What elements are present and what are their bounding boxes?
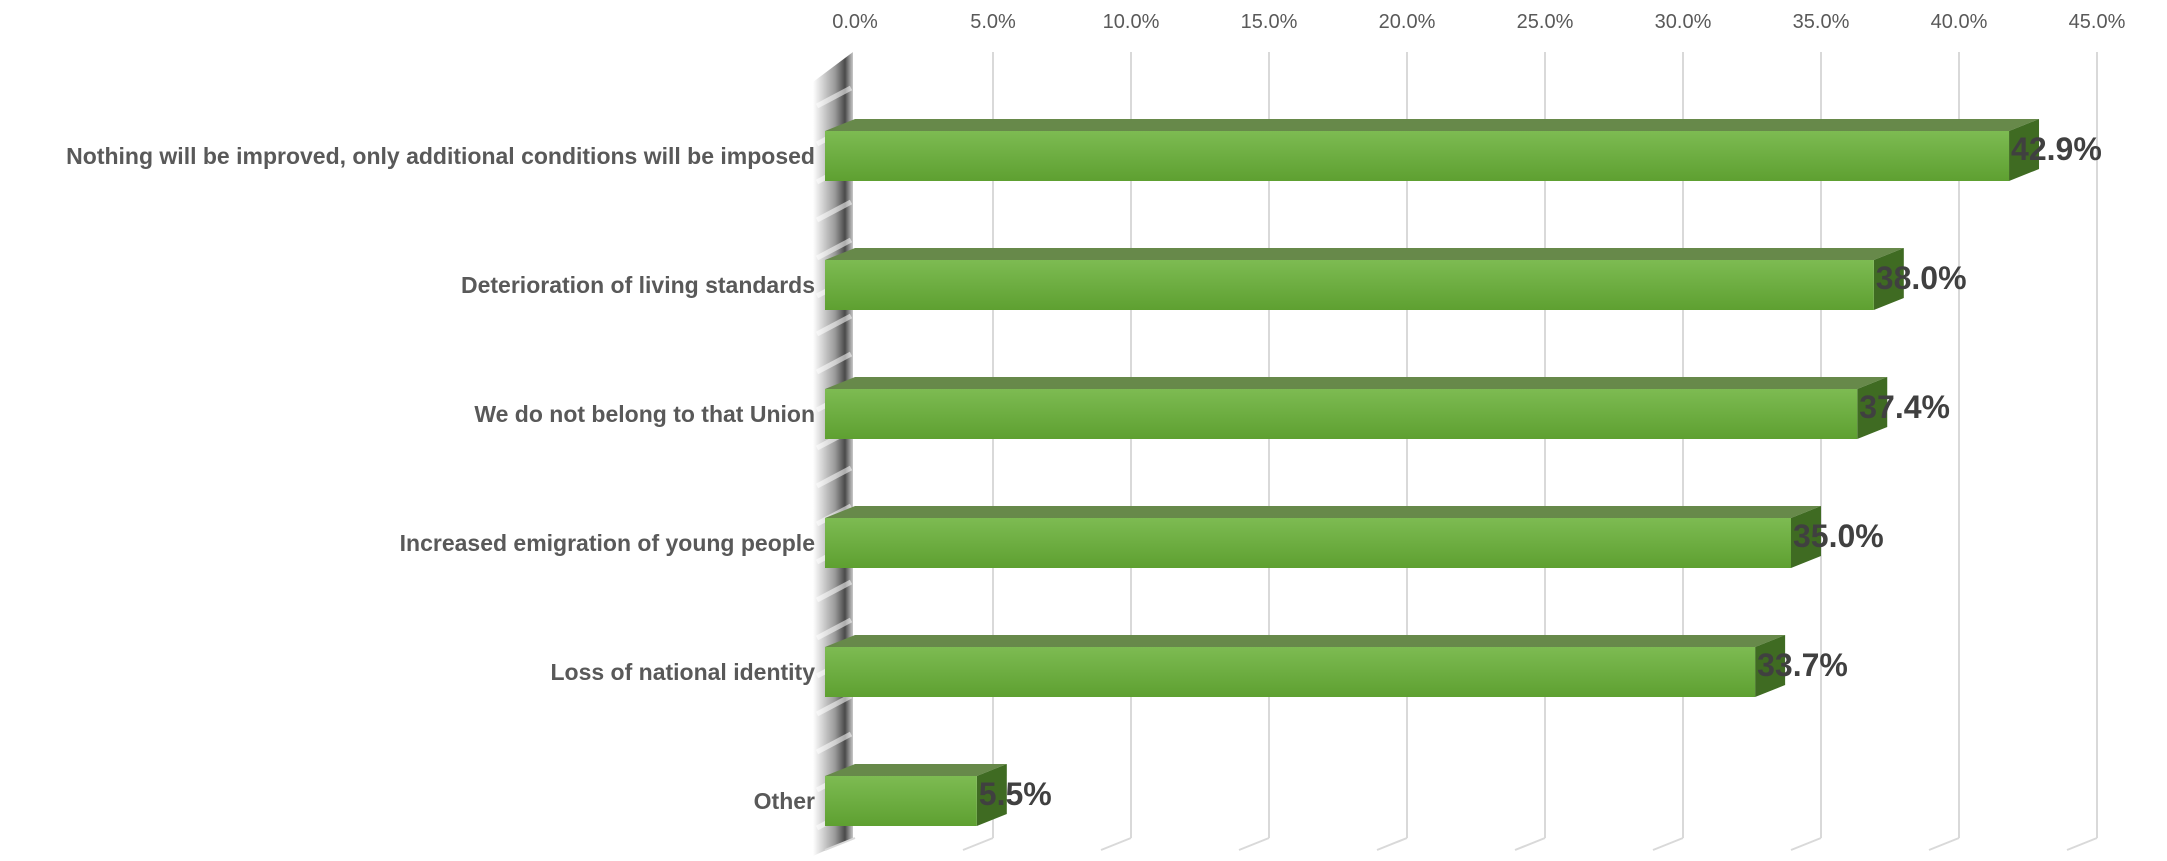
axis-wall-stripe bbox=[815, 85, 853, 109]
bar-end-face bbox=[1755, 635, 1786, 697]
gridline-floor bbox=[962, 837, 994, 851]
category-labels: Nothing will be improved, only additiona… bbox=[66, 143, 815, 814]
bar-top-face bbox=[825, 377, 1888, 389]
x-tick-label: 30.0% bbox=[1655, 11, 1712, 33]
axis-wall-stripe bbox=[815, 199, 853, 223]
bar-end-face bbox=[976, 764, 1007, 826]
x-axis-tick-labels: 0.0% 5.0% 10.0% 15.0% 20.0% 25.0% 30.0% 35.0% 40… bbox=[832, 11, 2125, 33]
category-label: Increased emigration of young people bbox=[400, 530, 815, 556]
gridline-floor bbox=[1100, 837, 1132, 851]
gridline-floor bbox=[1514, 837, 1546, 851]
category-label: Nothing will be improved, only additiona… bbox=[66, 143, 815, 169]
axis-wall-stripe bbox=[815, 579, 853, 603]
value-label: 42.9% bbox=[2011, 131, 2102, 167]
bar-top-face bbox=[825, 506, 1821, 518]
x-tick-label: 0.0% bbox=[832, 11, 878, 33]
bar bbox=[825, 260, 1874, 310]
axis-wall-stripe bbox=[815, 351, 853, 375]
gridline-floor bbox=[1652, 837, 1684, 851]
value-label: 37.4% bbox=[1859, 389, 1950, 425]
category-label: Other bbox=[754, 788, 815, 814]
bar-end-face bbox=[1873, 248, 1904, 310]
bars bbox=[825, 119, 2040, 826]
value-label: 35.0% bbox=[1793, 518, 1884, 554]
bar bbox=[825, 389, 1858, 439]
axis-wall-stripe bbox=[815, 237, 853, 261]
value-label: 33.7% bbox=[1757, 647, 1848, 683]
gridlines bbox=[824, 52, 2098, 851]
gridline-floor bbox=[1790, 837, 1822, 851]
bar-top-face bbox=[825, 248, 1904, 260]
gridline-floor bbox=[1238, 837, 1270, 851]
gridline-floor bbox=[1376, 837, 1408, 851]
category-label: We do not belong to that Union bbox=[474, 401, 815, 427]
value-labels: 42.9% 38.0% 37.4% 35.0% 33.7% 5.5% bbox=[979, 131, 2102, 812]
bar bbox=[825, 647, 1756, 697]
gridline-floor bbox=[2066, 837, 2098, 851]
bar-end-face bbox=[2009, 119, 2040, 181]
axis-wall-stripe bbox=[815, 465, 853, 489]
gridline-floor bbox=[824, 837, 856, 851]
bar bbox=[825, 776, 977, 826]
value-label: 38.0% bbox=[1876, 260, 1967, 296]
x-tick-label: 40.0% bbox=[1931, 11, 1988, 33]
gridline-floor bbox=[1928, 837, 1960, 851]
axis-wall-stripe bbox=[815, 313, 853, 337]
value-label: 5.5% bbox=[979, 776, 1052, 812]
x-tick-label: 20.0% bbox=[1379, 11, 1436, 33]
bar-top-face bbox=[825, 764, 1007, 776]
bar-end-face bbox=[1857, 377, 1888, 439]
x-tick-label: 15.0% bbox=[1241, 11, 1298, 33]
axis-wall-stripe bbox=[815, 731, 853, 755]
x-tick-label: 5.0% bbox=[970, 11, 1016, 33]
x-tick-label: 25.0% bbox=[1517, 11, 1574, 33]
bar-end-face bbox=[1791, 506, 1821, 568]
bar-top-face bbox=[825, 635, 1786, 647]
bar-top-face bbox=[825, 119, 2040, 131]
bar bbox=[825, 131, 2010, 181]
x-tick-label: 10.0% bbox=[1103, 11, 1160, 33]
category-label: Deterioration of living standards bbox=[461, 272, 815, 298]
category-label: Loss of national identity bbox=[550, 659, 815, 685]
x-tick-label: 35.0% bbox=[1793, 11, 1850, 33]
axis-wall-stripe bbox=[815, 693, 853, 717]
axis-wall-stripe bbox=[815, 617, 853, 641]
bar bbox=[825, 518, 1791, 568]
x-tick-label: 45.0% bbox=[2069, 11, 2126, 33]
